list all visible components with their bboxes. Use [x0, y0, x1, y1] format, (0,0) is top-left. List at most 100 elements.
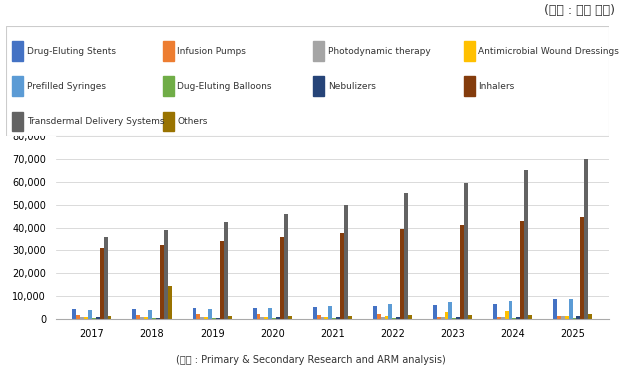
Bar — [284, 214, 288, 319]
Bar — [437, 317, 441, 319]
Bar — [448, 302, 452, 319]
Bar — [452, 318, 456, 319]
Bar — [313, 308, 317, 319]
Bar — [344, 205, 348, 319]
Bar — [163, 112, 174, 131]
Bar — [163, 76, 174, 96]
Bar — [196, 314, 201, 319]
Bar — [332, 318, 336, 319]
Bar — [396, 317, 400, 319]
Bar — [12, 76, 23, 96]
FancyBboxPatch shape — [6, 26, 609, 136]
Bar — [464, 41, 475, 61]
Bar — [208, 309, 212, 319]
Bar — [220, 241, 224, 319]
Bar — [100, 248, 104, 319]
Bar — [76, 315, 80, 319]
Bar — [460, 225, 464, 319]
Bar — [512, 318, 517, 319]
Bar — [384, 316, 388, 319]
Text: Prefilled Syringes: Prefilled Syringes — [27, 82, 106, 91]
Bar — [148, 310, 152, 319]
Bar — [152, 318, 156, 319]
Bar — [573, 318, 576, 319]
Bar — [107, 316, 111, 319]
Bar — [564, 316, 569, 319]
Bar — [381, 317, 384, 319]
Bar — [433, 305, 437, 319]
Bar — [216, 318, 220, 319]
Bar — [329, 305, 332, 319]
Bar — [224, 222, 228, 319]
Bar — [253, 308, 256, 319]
Bar — [193, 308, 196, 319]
Text: Transdermal Delivery Systems: Transdermal Delivery Systems — [27, 117, 164, 126]
Bar — [517, 317, 520, 319]
Bar — [12, 41, 23, 61]
Bar — [509, 301, 512, 319]
Bar — [581, 217, 584, 319]
Bar — [388, 304, 392, 319]
Bar — [445, 312, 448, 319]
Bar — [204, 317, 208, 319]
Bar — [163, 41, 174, 61]
Bar — [137, 315, 140, 319]
Bar — [84, 317, 88, 319]
Bar — [320, 317, 324, 319]
Text: Infusion Pumps: Infusion Pumps — [177, 47, 246, 55]
Bar — [392, 318, 396, 319]
Bar — [404, 193, 408, 319]
Bar — [314, 41, 324, 61]
Bar — [73, 309, 76, 319]
Bar — [520, 221, 524, 319]
Bar — [268, 308, 272, 319]
Bar — [557, 316, 561, 319]
Bar — [408, 315, 412, 319]
Text: Others: Others — [177, 117, 207, 126]
Bar — [272, 318, 276, 319]
Bar — [132, 309, 137, 319]
Bar — [501, 317, 505, 319]
Bar — [317, 315, 320, 319]
Bar — [464, 76, 475, 96]
Bar — [288, 316, 292, 319]
Bar — [441, 317, 445, 319]
Bar — [88, 310, 92, 319]
Bar — [92, 318, 96, 319]
Bar — [569, 299, 573, 319]
Bar — [524, 170, 528, 319]
Text: Nebulizers: Nebulizers — [328, 82, 376, 91]
Bar — [576, 316, 581, 319]
Bar — [588, 313, 592, 319]
Bar — [373, 305, 377, 319]
Bar — [168, 286, 171, 319]
Bar — [324, 317, 329, 319]
Bar — [505, 311, 509, 319]
Bar — [140, 317, 144, 319]
Text: Dug-Eluting Balloons: Dug-Eluting Balloons — [177, 82, 272, 91]
Bar — [493, 304, 497, 319]
Bar — [497, 317, 501, 319]
Bar — [561, 316, 564, 319]
Bar — [468, 315, 472, 319]
Text: Photodynamic therapy: Photodynamic therapy — [328, 47, 430, 55]
Bar — [164, 230, 168, 319]
Bar — [201, 316, 204, 319]
Bar — [348, 316, 351, 319]
Bar — [584, 159, 588, 319]
Bar — [336, 317, 340, 319]
Bar — [96, 317, 100, 319]
Bar — [160, 245, 164, 319]
Bar — [260, 317, 265, 319]
Text: Inhalers: Inhalers — [478, 82, 515, 91]
Bar — [12, 112, 23, 131]
Bar — [80, 317, 84, 319]
Bar — [314, 76, 324, 96]
Bar — [377, 313, 381, 319]
Text: (단위 : 백만 달러): (단위 : 백만 달러) — [544, 4, 615, 17]
Text: (자료 : Primary & Secondary Research and ARM analysis): (자료 : Primary & Secondary Research and A… — [176, 355, 445, 365]
Bar — [156, 318, 160, 319]
Bar — [340, 233, 344, 319]
Text: Drug-Eluting Stents: Drug-Eluting Stents — [27, 47, 116, 55]
Bar — [280, 237, 284, 319]
